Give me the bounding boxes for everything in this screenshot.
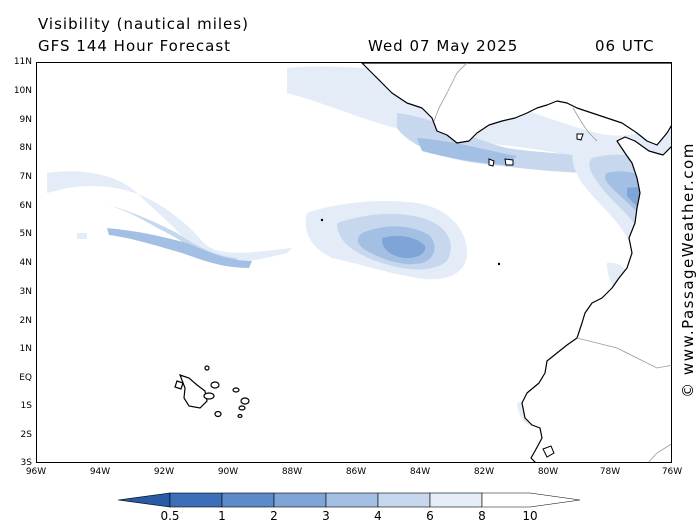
forecast-time: 06 UTC [595,37,655,55]
colorbar-segment [221,492,275,508]
lat-label: 11N [13,57,32,67]
colorbar-label: 6 [426,509,434,523]
colorbar-segment [117,492,171,508]
lon-label: 90W [217,467,239,477]
copyright-watermark: © www.PassageWeather.com [679,142,697,398]
colorbar-label: 2 [270,509,278,523]
colorbar-segment [481,492,581,508]
landmass [361,63,671,462]
lat-label: 7N [19,172,32,182]
lon-label: 94W [89,467,111,477]
lon-label: 88W [281,467,303,477]
colorbar-label: 3 [322,509,330,523]
colorbar-segment [325,492,379,508]
colorbar-label: 0.5 [160,509,180,523]
colorbar-segment [377,492,431,508]
lat-label: 6N [19,201,32,211]
forecast-date: Wed 07 May 2025 [368,37,519,55]
colorbar-segment [169,492,223,508]
lat-label: 3N [19,287,32,297]
galapagos-islands [174,365,250,419]
lat-label: 9N [19,115,32,125]
lat-label: 10N [13,86,32,96]
colorbar-segment [273,492,327,508]
lon-label: 84W [409,467,431,477]
small-islands [320,133,584,266]
lon-label: 78W [599,467,621,477]
map-panel [36,62,672,463]
model-label: GFS 144 Hour Forecast [38,37,232,55]
lon-label: 86W [345,467,367,477]
lon-label: 92W [153,467,175,477]
lon-label: 76W [661,467,683,477]
country-borders [433,63,671,462]
lon-label: 96W [25,467,47,477]
lon-label: 82W [473,467,495,477]
puna-island [542,445,555,458]
lat-label: 4N [19,258,32,268]
lat-label: EQ [19,373,32,383]
colorbar-label: 1 [218,509,226,523]
lat-label: 1N [19,344,32,354]
colorbar-segment [429,492,483,508]
lat-label: 1S [20,401,32,411]
lat-label: 3S [20,458,32,468]
colorbar-label: 10 [522,509,538,523]
colorbar-label: 4 [374,509,382,523]
visibility-colorbar [117,492,581,508]
lat-label: 8N [19,143,32,153]
visibility-map [47,63,671,462]
colorbar-label: 8 [478,509,486,523]
lon-label: 80W [537,467,559,477]
map-title: Visibility (nautical miles) [38,15,249,33]
lat-label: 5N [19,229,32,239]
lat-label: 2S [20,430,32,440]
lat-label: 2N [19,316,32,326]
